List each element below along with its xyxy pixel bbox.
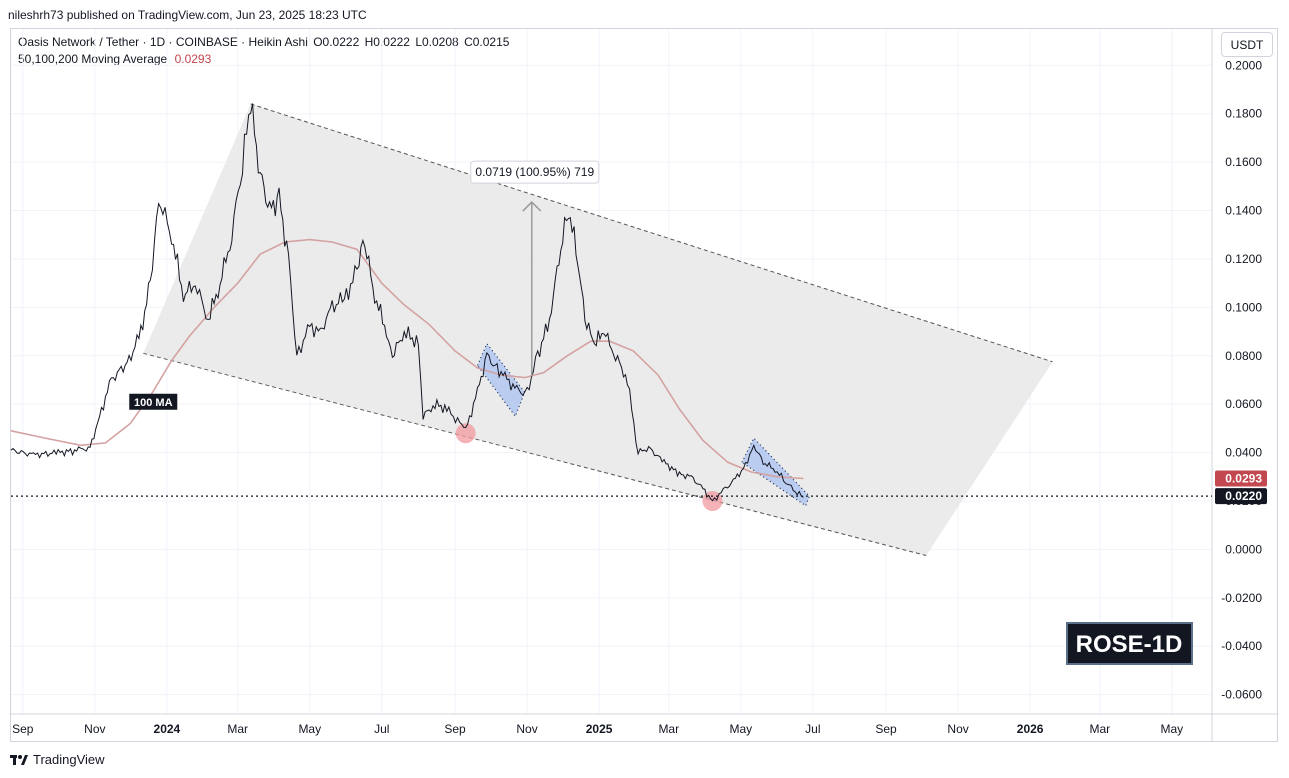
published-line: nileshrh73 published on TradingView.com,…: [8, 8, 367, 22]
ma-price-tag-text: 0.0293: [1225, 471, 1262, 485]
y-tick-label: -0.0400: [1221, 639, 1262, 653]
ma-legend-label: 50,100,200 Moving Average: [18, 52, 168, 66]
x-tick-label: Jul: [374, 722, 389, 736]
y-tick-label: 0.1200: [1225, 252, 1262, 266]
x-tick-label: 2024: [154, 722, 181, 736]
symbol-legend[interactable]: Oasis Network / Tether · 1D · COINBASE ·…: [18, 35, 509, 49]
ma-chart-label: 100 MA: [129, 393, 178, 410]
chart-title: ROSE-1D: [1076, 631, 1183, 658]
y-tick-label: 0.0400: [1225, 446, 1262, 460]
tradingview-logo-icon: [10, 754, 28, 766]
x-tick-label: May: [729, 722, 752, 736]
ma-label-text: 100 MA: [134, 397, 173, 409]
brand-label: TradingView: [33, 752, 105, 767]
x-tick-label: May: [1161, 722, 1184, 736]
y-tick-label: -0.0600: [1221, 688, 1262, 702]
y-tick-label: 0.0600: [1225, 397, 1262, 411]
tradingview-brand[interactable]: TradingView: [10, 752, 105, 767]
y-tick-label: 0.0800: [1225, 349, 1262, 363]
x-tick-label: 2026: [1017, 722, 1044, 736]
y-tick-label: 0.0000: [1225, 542, 1262, 556]
symbol-line: Oasis Network / Tether · 1D · COINBASE ·…: [18, 35, 308, 49]
measure-arrowhead-icon: [522, 201, 542, 212]
y-tick-label: 0.2000: [1225, 58, 1262, 72]
chart-frame: [10, 28, 1278, 742]
current-price-tag: 0.0220: [1215, 488, 1267, 505]
x-tick-label: Mar: [227, 722, 248, 736]
ma-price-tag: 0.0293: [1215, 470, 1267, 487]
y-tick-label: 0.1000: [1225, 300, 1262, 314]
x-tick-label: May: [298, 722, 321, 736]
measure-label-text: 0.0719 (100.95%) 719: [475, 165, 594, 179]
close-value: C0.0215: [464, 35, 510, 49]
x-tick-label: Sep: [12, 722, 34, 736]
x-tick-label: Nov: [947, 722, 968, 736]
channel-upper-line: [250, 103, 1053, 363]
channel-fill: [143, 104, 1053, 556]
x-tick-label: Nov: [84, 722, 105, 736]
ma-legend-value: 0.0293: [174, 52, 212, 66]
bull-flag-1: [476, 342, 526, 418]
open-value: O0.0222: [313, 35, 360, 49]
x-tick-label: 2025: [586, 722, 613, 736]
y-tick-label: 0.1800: [1225, 107, 1262, 121]
channel-lower-line: [143, 352, 927, 556]
x-tick-label: Nov: [516, 722, 537, 736]
measure-label: 0.0719 (100.95%) 719: [470, 160, 600, 184]
y-tick-label: 0.1600: [1225, 155, 1262, 169]
chart-title-bg: [1066, 622, 1193, 665]
x-tick-label: Mar: [1089, 722, 1110, 736]
x-tick-label: Sep: [875, 722, 897, 736]
price-series-line: [10, 103, 804, 502]
low-value: L0.0208: [415, 35, 459, 49]
y-tick-label: 0.1400: [1225, 204, 1262, 218]
pivot-marker-1: [455, 423, 476, 444]
y-tick-label: -0.0200: [1221, 591, 1262, 605]
ma-price-tag-box: [1215, 470, 1267, 487]
current-price-tag-box: [1215, 488, 1267, 505]
x-tick-label: Sep: [444, 722, 466, 736]
current-price-tag-text: 0.0220: [1225, 489, 1262, 503]
x-tick-label: Mar: [658, 722, 679, 736]
high-value: H0.0222: [364, 35, 410, 49]
currency-button[interactable]: USDT: [1221, 32, 1273, 57]
chart-title-box: ROSE-1D: [1066, 622, 1193, 665]
x-tick-label: Jul: [805, 722, 820, 736]
measure-label-box: [470, 160, 600, 184]
ma-100-line: [10, 238, 804, 480]
ma-label-box: [129, 393, 178, 410]
ma-legend[interactable]: 50,100,200 Moving Average 0.0293: [18, 52, 211, 66]
